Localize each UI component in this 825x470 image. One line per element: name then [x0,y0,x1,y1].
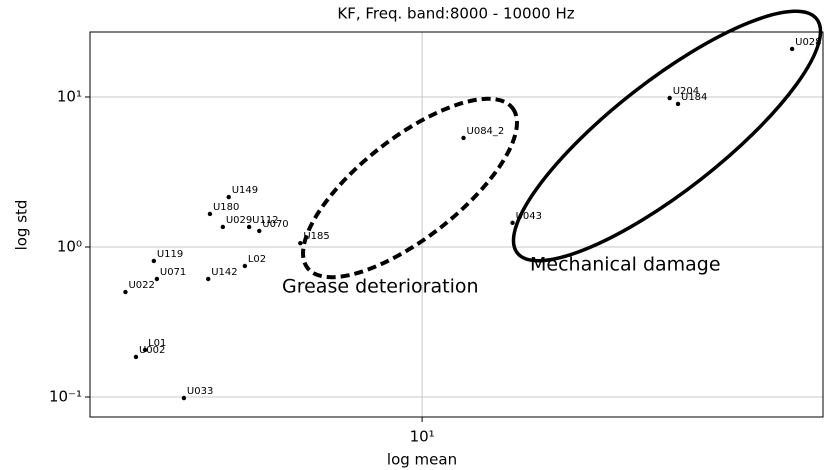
point [142,347,148,353]
point [206,276,211,282]
point-label: U185 [303,231,329,242]
point [220,224,226,230]
point [181,395,187,401]
point-label: U029 [226,215,252,226]
point [151,258,157,264]
point-label: U180 [213,202,239,213]
damage-ellipse [511,9,823,263]
chart-title: KF, Freq. band:8000 - 10000 Hz [337,5,574,23]
point-label: U002 [139,345,165,356]
point-label: U033 [187,386,213,397]
point [510,220,515,225]
point-label: U204 [673,86,699,97]
point-label: U112 [252,215,278,226]
y-tick-label: 10⁰ [57,237,82,255]
annotation: Grease deterioration [282,276,479,298]
annotation: Mechanical damage [530,254,721,276]
point [242,263,248,269]
point-label: U119 [157,249,183,260]
point-label: U084_2 [467,126,505,137]
y-tick-label: 10⁻¹ [49,388,82,406]
x-tick-label: 10¹ [410,428,435,446]
point-label: U043 [516,211,542,222]
y-tick-label: 10¹ [57,87,82,105]
point [789,46,795,52]
point-label: U071 [160,267,186,278]
point [207,211,213,217]
y-axis-label: log std [13,200,31,251]
point-label: U028 [795,37,821,48]
point-label: L01 [148,338,166,349]
point [298,240,303,246]
point-label: U149 [232,185,258,196]
point-label: U142 [211,267,237,278]
point-label: L02 [248,254,266,265]
point [133,354,139,360]
point [257,228,262,234]
point-label: U184 [681,92,707,103]
point [246,224,252,230]
x-axis-label: log mean [387,451,457,469]
point [154,276,160,282]
point [675,101,681,107]
point [123,289,128,295]
point [667,95,672,101]
point [226,194,231,200]
point [461,135,466,141]
plot-frame [89,31,824,418]
point-label: U070 [262,219,288,230]
grease-ellipse [301,96,519,280]
point-label: U022 [128,280,154,291]
